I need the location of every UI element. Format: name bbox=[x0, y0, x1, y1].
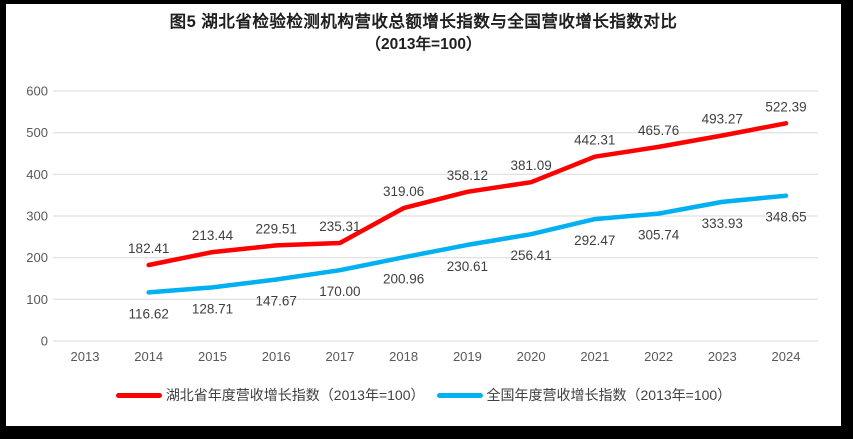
data-label: 442.31 bbox=[574, 133, 615, 148]
data-label: 182.41 bbox=[128, 241, 169, 256]
x-tick-label: 2022 bbox=[644, 349, 673, 364]
data-label: 381.09 bbox=[510, 158, 551, 173]
x-tick-label: 2019 bbox=[453, 349, 482, 364]
data-label: 333.93 bbox=[702, 216, 743, 231]
data-label: 128.71 bbox=[192, 301, 233, 316]
x-tick-label: 2017 bbox=[325, 349, 354, 364]
hubei-line-swatch-icon bbox=[115, 392, 162, 398]
data-label: 116.62 bbox=[129, 306, 169, 321]
x-tick-label: 2014 bbox=[134, 349, 163, 364]
data-label: 493.27 bbox=[702, 112, 743, 127]
data-label: 319.06 bbox=[383, 184, 424, 199]
line-chart-plot-area: 0 100 200 300 400 500 600 2013 2014 2015 2016 2017 2… bbox=[26, 84, 818, 364]
chart-legend: 湖北省年度营收增长指数（2013年=100） 全国年度营收增长指数（2013年=… bbox=[6, 385, 841, 405]
y-tick-label: 0 bbox=[41, 334, 48, 349]
data-label: 348.65 bbox=[765, 210, 806, 225]
y-tick-label: 500 bbox=[26, 125, 48, 140]
x-tick-label: 2015 bbox=[198, 349, 227, 364]
chart-title-line1: 图5 湖北省检验检测机构营收总额增长指数与全国营收增长指数对比 bbox=[169, 13, 678, 31]
data-label: 147.67 bbox=[256, 294, 297, 309]
series-line bbox=[146, 121, 789, 268]
x-tick-label: 2024 bbox=[772, 349, 801, 364]
data-label: 170.00 bbox=[319, 284, 360, 299]
data-label: 305.74 bbox=[638, 228, 680, 243]
chart-title-line2: （2013年=100） bbox=[365, 36, 482, 53]
x-tick-label: 2013 bbox=[71, 349, 100, 364]
legend-item-hubei: 湖北省年度营收增长指数（2013年=100） bbox=[115, 385, 425, 405]
data-label: 292.47 bbox=[574, 233, 615, 248]
series-line bbox=[146, 193, 789, 295]
x-tick-label: 2020 bbox=[517, 349, 546, 364]
data-label: 213.44 bbox=[192, 228, 234, 243]
x-tick-label: 2018 bbox=[389, 349, 418, 364]
data-label: 465.76 bbox=[638, 123, 679, 138]
y-tick-label: 400 bbox=[26, 167, 48, 182]
data-label: 256.41 bbox=[510, 248, 551, 263]
x-tick-label: 2016 bbox=[262, 349, 291, 364]
data-label: 229.51 bbox=[256, 221, 297, 236]
y-tick-label: 100 bbox=[26, 292, 48, 307]
x-tick-label: 2023 bbox=[708, 349, 737, 364]
data-label: 235.31 bbox=[319, 219, 360, 234]
legend-label-national: 全国年度营收增长指数（2013年=100） bbox=[486, 387, 732, 403]
legend-label-hubei: 湖北省年度营收增长指数（2013年=100） bbox=[165, 387, 425, 403]
y-tick-label: 300 bbox=[26, 209, 48, 224]
x-tick-label: 2021 bbox=[580, 349, 609, 364]
data-label: 230.61 bbox=[447, 259, 488, 274]
chart-title: 图5 湖北省检验检测机构营收总额增长指数与全国营收增长指数对比 （2013年=1… bbox=[6, 10, 841, 56]
national-line-swatch-icon bbox=[436, 392, 483, 398]
data-label: 358.12 bbox=[447, 168, 488, 183]
data-label: 522.39 bbox=[765, 99, 806, 114]
legend-item-national: 全国年度营收增长指数（2013年=100） bbox=[436, 385, 732, 405]
data-label: 200.96 bbox=[383, 271, 424, 286]
y-tick-label: 600 bbox=[26, 84, 48, 99]
y-tick-label: 200 bbox=[26, 250, 48, 265]
